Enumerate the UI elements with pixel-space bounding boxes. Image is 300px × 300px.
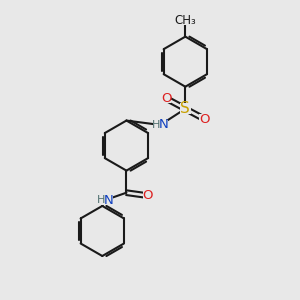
Text: O: O bbox=[161, 92, 171, 105]
FancyBboxPatch shape bbox=[200, 114, 209, 124]
Text: H: H bbox=[97, 195, 106, 205]
FancyBboxPatch shape bbox=[180, 103, 191, 114]
Text: S: S bbox=[181, 101, 190, 116]
Text: CH₃: CH₃ bbox=[175, 14, 196, 27]
FancyBboxPatch shape bbox=[142, 191, 153, 200]
Text: H: H bbox=[152, 120, 161, 130]
FancyBboxPatch shape bbox=[153, 120, 168, 130]
Text: N: N bbox=[104, 194, 114, 207]
FancyBboxPatch shape bbox=[178, 15, 193, 25]
Text: N: N bbox=[159, 118, 169, 131]
Text: O: O bbox=[142, 189, 153, 202]
FancyBboxPatch shape bbox=[161, 94, 171, 103]
FancyBboxPatch shape bbox=[98, 195, 113, 206]
Text: O: O bbox=[199, 112, 210, 126]
